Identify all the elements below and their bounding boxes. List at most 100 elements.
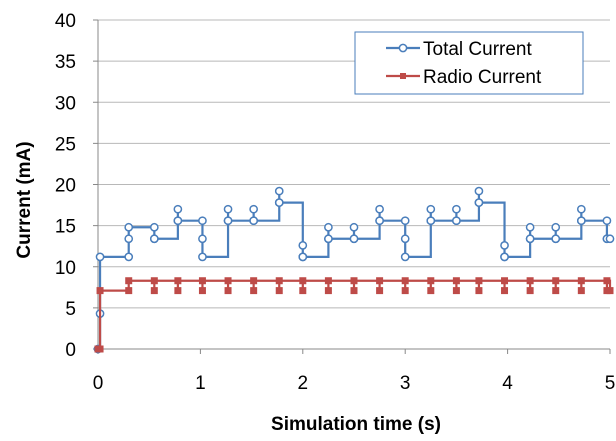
data-point <box>375 216 384 226</box>
data-point <box>427 287 435 295</box>
data-point <box>124 234 134 244</box>
data-point <box>198 277 206 285</box>
data-point <box>552 287 560 295</box>
data-point <box>603 277 611 285</box>
data-point <box>577 277 585 285</box>
data-point <box>452 216 461 226</box>
x-tick-label-2: 2 <box>298 373 309 394</box>
data-point <box>376 287 384 295</box>
data-point <box>198 216 207 226</box>
data-point <box>452 204 461 214</box>
data-point <box>375 204 384 214</box>
data-point <box>224 277 232 285</box>
y-tick-label-15: 15 <box>55 217 76 238</box>
series-radio-current <box>94 277 614 353</box>
data-point <box>299 277 307 285</box>
data-point <box>525 234 535 244</box>
data-point <box>349 222 359 232</box>
data-point <box>551 234 561 244</box>
data-point <box>275 287 283 295</box>
x-tick-label-5: 5 <box>605 373 616 394</box>
data-point <box>198 287 206 295</box>
y-tick-label-35: 35 <box>55 52 76 73</box>
series-line <box>98 279 612 351</box>
data-point <box>274 198 284 207</box>
data-point <box>324 287 332 295</box>
x-tick-label-0: 0 <box>93 373 104 394</box>
x-tick-labels: 0 1 2 3 4 5 <box>93 373 616 394</box>
x-tick-label-1: 1 <box>195 373 206 394</box>
data-point <box>401 277 409 285</box>
y-tick-label-25: 25 <box>55 134 76 155</box>
data-point <box>605 234 615 244</box>
data-point <box>376 277 384 285</box>
data-point <box>149 234 159 244</box>
x-tick-label-3: 3 <box>400 373 411 394</box>
data-point <box>551 222 561 232</box>
data-point <box>96 287 104 295</box>
data-point <box>577 287 585 295</box>
data-point <box>173 204 183 214</box>
y-tick-label-20: 20 <box>55 176 76 197</box>
x-axis-title: Simulation time (s) <box>271 414 441 435</box>
data-point <box>474 198 484 207</box>
data-point <box>96 345 104 353</box>
data-point <box>606 287 614 295</box>
data-point <box>198 234 207 244</box>
legend-marker-0 <box>398 43 408 53</box>
data-point <box>526 277 534 285</box>
data-point <box>500 241 509 250</box>
data-point <box>125 287 133 295</box>
data-point <box>602 216 612 226</box>
data-point <box>223 216 233 226</box>
data-point <box>474 186 484 196</box>
data-point <box>223 204 233 214</box>
legend-label-1: Radio Current <box>423 67 542 88</box>
data-point <box>95 252 105 262</box>
data-point <box>149 222 159 232</box>
data-point <box>125 277 133 285</box>
data-point <box>198 252 207 262</box>
data-point <box>400 234 410 244</box>
data-point <box>452 287 460 295</box>
data-point <box>173 216 183 226</box>
data-point <box>400 216 410 226</box>
legend-label-0: Total Current <box>423 39 532 60</box>
y-tick-label-40: 40 <box>55 11 76 32</box>
data-point <box>576 216 586 226</box>
data-point <box>250 287 258 295</box>
data-point <box>552 277 560 285</box>
data-point <box>150 287 158 295</box>
data-point <box>475 287 483 295</box>
data-point <box>525 222 535 232</box>
data-point <box>350 287 358 295</box>
data-point <box>174 287 182 295</box>
data-point <box>224 287 232 295</box>
data-point <box>576 204 586 214</box>
data-point <box>501 287 509 295</box>
data-point <box>274 186 284 196</box>
data-point <box>526 287 534 295</box>
data-point <box>426 216 436 226</box>
legend-marker-1 <box>400 73 406 79</box>
data-point <box>124 222 134 232</box>
series-line <box>98 191 610 351</box>
data-point <box>349 234 359 244</box>
data-point <box>249 204 258 214</box>
data-point <box>400 252 410 262</box>
data-point <box>324 234 333 244</box>
data-point <box>249 216 258 226</box>
data-point <box>324 222 333 232</box>
y-tick-label-30: 30 <box>55 93 76 114</box>
legend-box <box>354 31 584 95</box>
data-point <box>500 252 509 262</box>
data-point <box>299 287 307 295</box>
data-point <box>452 277 460 285</box>
data-point <box>250 277 258 285</box>
data-point <box>298 252 308 262</box>
y-tick-label-5: 5 <box>65 299 76 320</box>
data-point <box>401 287 409 295</box>
x-tick-label-4: 4 <box>502 373 513 394</box>
data-point <box>426 204 436 214</box>
